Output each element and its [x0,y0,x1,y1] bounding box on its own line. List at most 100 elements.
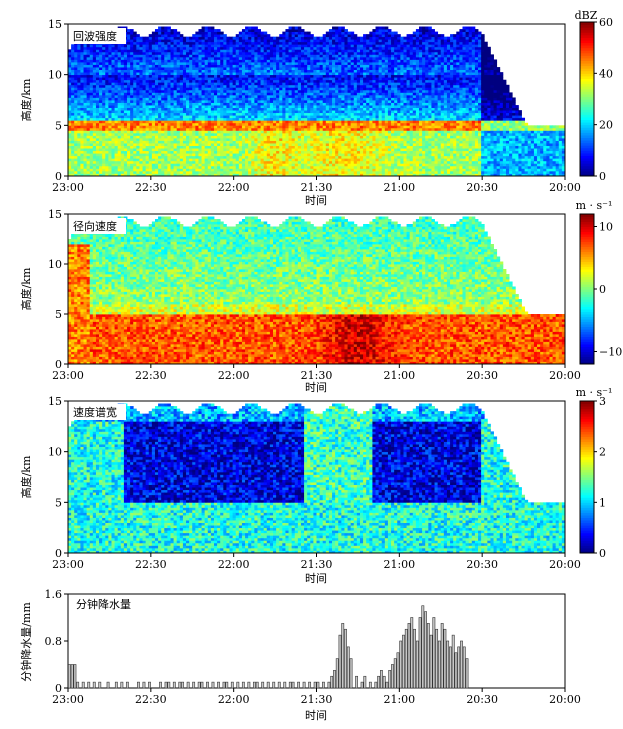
heatmap-cell [316,158,321,162]
heatmap-cell [148,102,153,106]
heatmap-cell [297,29,302,32]
heatmap-cell [269,84,274,88]
heatmap-cell [210,122,215,126]
heatmap-cell [294,79,299,83]
heatmap-cell [273,155,277,159]
heatmap-cell [269,140,274,144]
heatmap-cell [276,168,280,172]
heatmap-cell [186,110,190,114]
heatmap-cell [92,125,97,129]
heatmap-cell [99,122,103,126]
heatmap-cell [164,72,168,76]
heatmap-cell [74,132,78,136]
heatmap-cell [313,160,317,164]
heatmap-cell [297,110,302,114]
heatmap-cell [279,148,283,152]
heatmap-cell [217,145,221,149]
heatmap-cell [304,120,308,124]
heatmap-cell [99,79,103,83]
heatmap-cell [192,110,196,114]
heatmap-cell [173,158,178,162]
heatmap-cell [151,148,156,152]
heatmap-cell [173,170,178,174]
heatmap-cell [130,153,134,157]
heatmap-cell [164,77,168,81]
heatmap-cell [108,158,112,162]
heatmap-cell [192,143,196,146]
heatmap-cell [285,160,289,164]
heatmap-cell [136,132,140,136]
heatmap-cell [325,36,330,40]
heatmap-cell [164,67,168,70]
heatmap-cell [176,72,181,76]
heatmap-cell [316,143,321,146]
heatmap-cell [108,120,112,124]
heatmap-cell [235,110,240,114]
heatmap-cell [335,59,339,63]
heatmap-cell [245,87,249,91]
heatmap-cell [179,117,184,121]
heatmap-cell [130,72,134,76]
heatmap-cell [220,127,224,131]
heatmap-cell [133,84,137,88]
heatmap-cell [207,173,212,176]
heatmap-cell [170,163,175,167]
heatmap-cell [282,153,286,157]
heatmap-cell [238,102,243,106]
heatmap-cell [248,122,252,126]
heatmap-cell [238,170,243,174]
heatmap-cell [161,62,165,65]
heatmap-cell [89,62,94,65]
heatmap-cell [297,97,302,101]
heatmap-cell [127,150,131,154]
heatmap-cell [338,77,342,81]
heatmap-cell [229,160,234,164]
heatmap-cell [213,87,218,91]
heatmap-cell [304,41,308,45]
heatmap-cell [282,130,286,134]
heatmap-cell [223,112,227,116]
heatmap-cell [145,97,150,101]
heatmap-cell [154,145,159,149]
heatmap-cell [223,173,227,176]
heatmap-cell [332,36,336,40]
heatmap-cell [213,77,218,81]
heatmap-cell [313,89,317,93]
heatmap-cell [226,173,230,176]
heatmap-cell [136,148,140,152]
heatmap-cell [186,102,190,106]
heatmap-cell [120,145,125,149]
heatmap-cell [319,158,324,162]
heatmap-cell [335,67,339,70]
heatmap-cell [170,170,175,174]
heatmap-cell [189,97,193,101]
heatmap-cell [117,67,122,70]
heatmap-cell [304,110,308,114]
heatmap-cell [338,153,342,157]
heatmap-cell [117,79,122,83]
heatmap-cell [263,140,268,144]
heatmap-cell [282,72,286,76]
heatmap-cell [198,155,202,159]
heatmap-cell [294,29,299,32]
heatmap-cell [251,46,255,50]
heatmap-cell [263,153,268,157]
heatmap-cell [235,150,240,154]
heatmap-cell [322,74,327,78]
heatmap-cell [83,97,88,101]
heatmap-cell [105,100,109,103]
heatmap-cell [207,130,212,134]
heatmap-cell [313,148,317,152]
heatmap-cell [111,69,115,73]
heatmap-cell [201,82,206,86]
heatmap-cell [189,64,193,68]
heatmap-cell [269,49,274,53]
heatmap-cell [263,163,268,167]
heatmap-cell [332,168,336,172]
heatmap-cell [142,51,147,55]
heatmap-cell [319,89,324,93]
heatmap-cell [223,148,227,152]
heatmap-cell [294,135,299,139]
heatmap-cell [307,49,311,53]
heatmap-cell [263,72,268,76]
